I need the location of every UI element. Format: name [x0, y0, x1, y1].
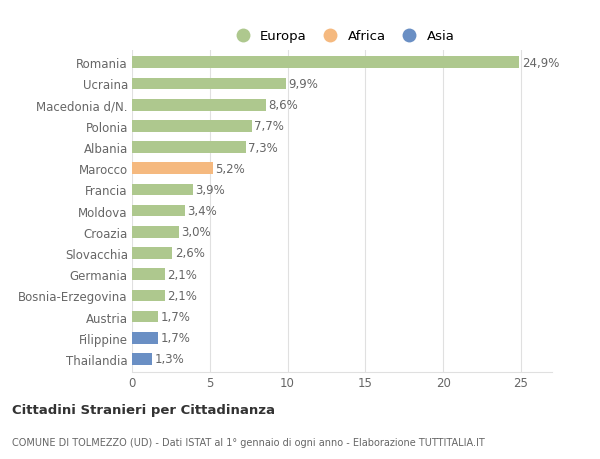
Bar: [132, 205, 185, 217]
Bar: [132, 78, 286, 90]
Bar: [132, 269, 164, 280]
Bar: [132, 311, 158, 323]
Text: 1,3%: 1,3%: [155, 353, 184, 365]
Text: 2,1%: 2,1%: [167, 289, 197, 302]
Bar: [132, 290, 164, 302]
Text: 7,3%: 7,3%: [248, 141, 278, 154]
Bar: [132, 163, 213, 175]
Bar: [132, 142, 245, 154]
Bar: [132, 226, 179, 238]
Bar: [132, 353, 152, 365]
Bar: [132, 184, 193, 196]
Bar: [132, 247, 172, 259]
Bar: [132, 57, 520, 69]
Text: 8,6%: 8,6%: [268, 99, 298, 112]
Text: Cittadini Stranieri per Cittadinanza: Cittadini Stranieri per Cittadinanza: [12, 403, 275, 416]
Text: 7,7%: 7,7%: [254, 120, 284, 133]
Legend: Europa, Africa, Asia: Europa, Africa, Asia: [224, 25, 460, 49]
Text: 2,6%: 2,6%: [175, 247, 205, 260]
Bar: [132, 121, 252, 132]
Text: 3,0%: 3,0%: [181, 226, 211, 239]
Text: 2,1%: 2,1%: [167, 268, 197, 281]
Text: 5,2%: 5,2%: [215, 162, 245, 175]
Bar: [132, 100, 266, 111]
Text: COMUNE DI TOLMEZZO (UD) - Dati ISTAT al 1° gennaio di ogni anno - Elaborazione T: COMUNE DI TOLMEZZO (UD) - Dati ISTAT al …: [12, 437, 485, 447]
Text: 9,9%: 9,9%: [289, 78, 318, 91]
Text: 24,9%: 24,9%: [521, 57, 559, 70]
Text: 1,7%: 1,7%: [161, 331, 191, 344]
Text: 1,7%: 1,7%: [161, 310, 191, 323]
Text: 3,9%: 3,9%: [195, 184, 225, 196]
Text: 3,4%: 3,4%: [187, 205, 217, 218]
Bar: [132, 332, 158, 344]
